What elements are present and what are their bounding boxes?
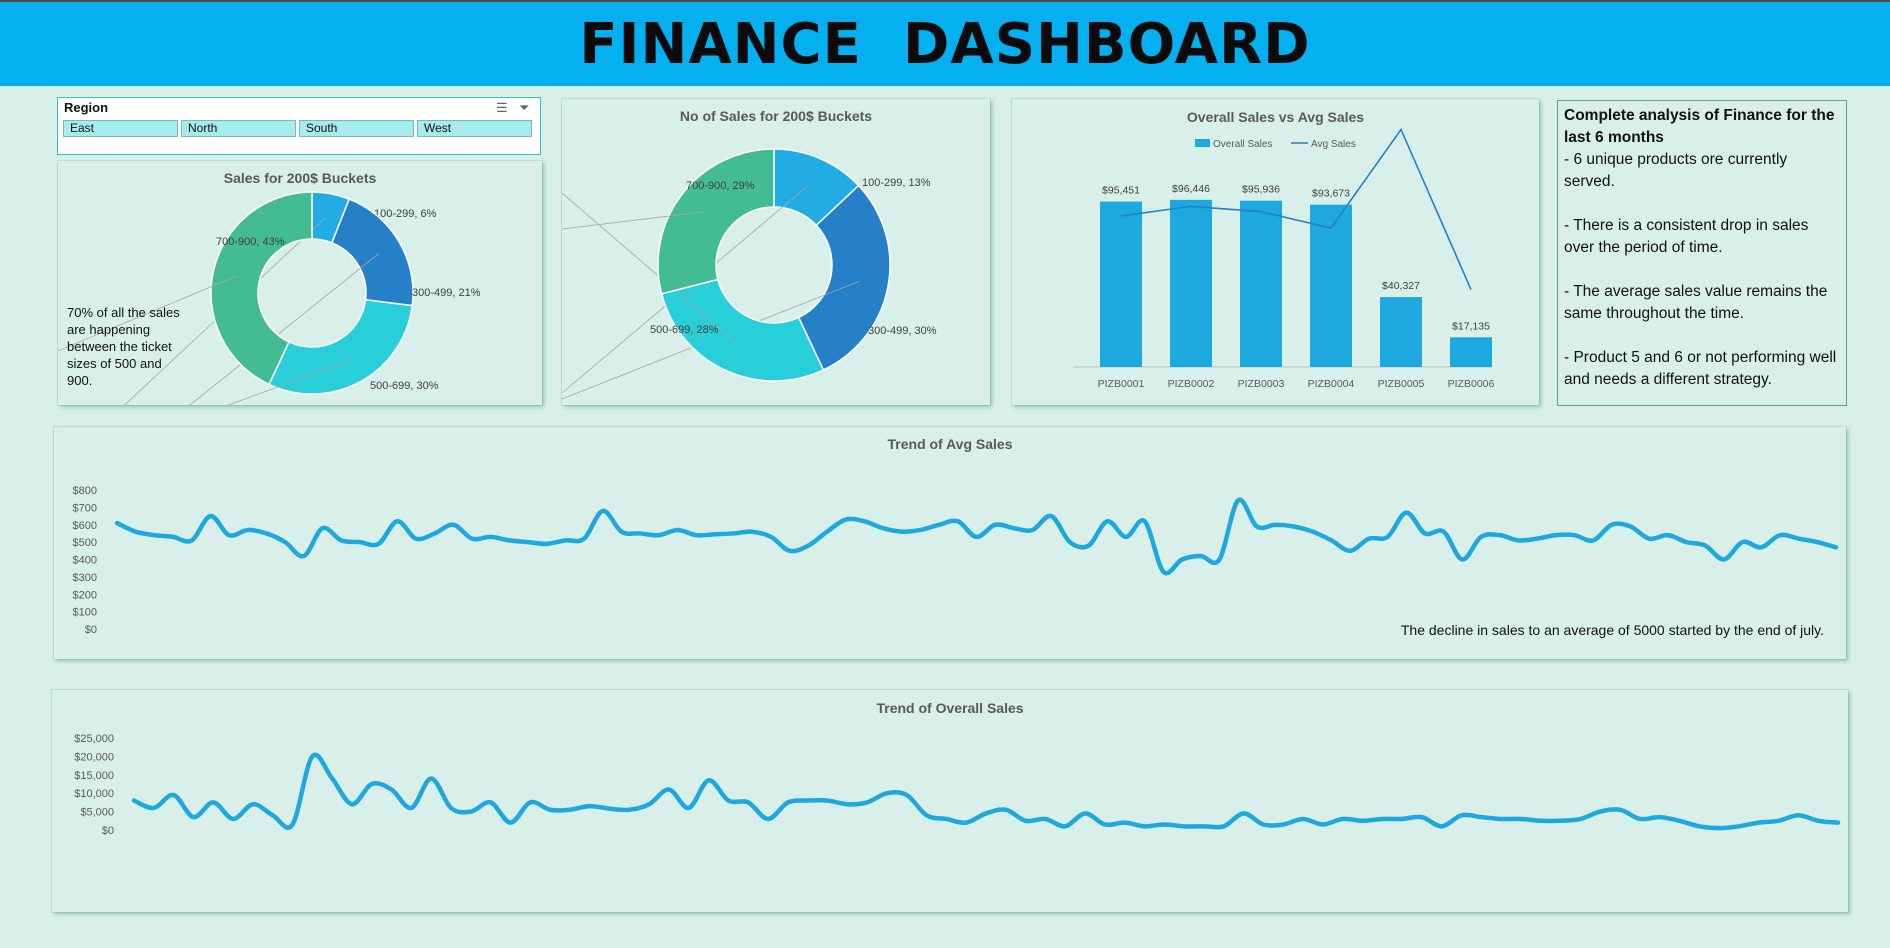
slicer-option-east[interactable]: East: [63, 120, 178, 137]
pie-insight-note: 70% of all the sales are happening betwe…: [67, 305, 180, 388]
bar-PIZB0005: [1380, 297, 1422, 367]
bar-data-label-PIZB0006: $17,135: [1452, 320, 1490, 332]
leader-line-100-299: [123, 216, 327, 405]
leader-line-500-699: [227, 360, 350, 405]
y-tick-label-10000: $10,000: [74, 788, 114, 800]
donut-slice-700-900: [210, 191, 313, 386]
trend-line: [114, 497, 1839, 576]
trend-line: [131, 752, 1841, 831]
y-tick-label-500: $500: [73, 537, 97, 549]
data-label-100-299: 100-299, 13%: [862, 177, 931, 189]
sales-vs-avg-chart: Overall Sales Avg Sales $95,451 PIZB0001 $…: [1073, 127, 1495, 390]
avg-trend-note: The decline in sales to an average of 50…: [1400, 622, 1824, 638]
leader-line-700-900: [562, 211, 706, 230]
y-tick-label-200: $200: [73, 589, 97, 601]
multi-select-icon[interactable]: ☰: [496, 100, 508, 115]
y-tick-label-0: $0: [85, 624, 97, 636]
y-tick-label-400: $400: [73, 555, 97, 567]
leader-line-700-900: [58, 275, 237, 352]
donut-slice-500-699: [660, 278, 825, 382]
leader-line-300-499: [189, 253, 379, 405]
bar-PIZB0004: [1310, 204, 1352, 367]
leader-line-500-699: [562, 192, 738, 345]
slicer-option-north[interactable]: North: [181, 120, 296, 137]
data-label-700-900: 700-900, 43%: [216, 236, 285, 248]
sales-vs-avg-title: Overall Sales vs Avg Sales: [1186, 109, 1365, 125]
slicer-title: Region: [64, 100, 109, 115]
legend-overall-sales: Overall Sales: [1213, 139, 1272, 150]
bar-PIZB0006: [1450, 337, 1492, 367]
sales-buckets-chart: 100-299, 6% 300-499, 21% 500-699, 30% 700-9…: [58, 191, 481, 405]
analysis-point-3: - The average sales value remains the sa…: [1564, 283, 1828, 322]
bar-data-label-PIZB0001: $95,451: [1102, 185, 1140, 197]
sales-buckets-title: Sales for 200$ Buckets: [223, 170, 377, 186]
data-label-100-299: 100-299, 6%: [374, 208, 437, 220]
bar-data-label-PIZB0003: $95,936: [1242, 184, 1280, 196]
slicer-option-west[interactable]: West: [417, 120, 532, 137]
bar-data-label-PIZB0004: $93,673: [1312, 188, 1350, 200]
bar-data-label-PIZB0005: $40,327: [1382, 280, 1420, 292]
sales-vs-avg-panel: Overall Sales vs Avg Sales Overall Sales…: [1012, 99, 1539, 405]
y-tick-label-300: $300: [73, 572, 97, 584]
y-tick-label-20000: $20,000: [74, 751, 114, 763]
region-slicer: Region ☰ ⏷ East North South West: [57, 97, 541, 155]
bar-data-label-PIZB0002: $96,446: [1172, 183, 1210, 195]
y-tick-label-15000: $15,000: [74, 770, 114, 782]
analysis-textbox: Complete analysis of Finance for the las…: [1557, 100, 1847, 406]
x-tick-label-PIZB0002: PIZB0002: [1168, 378, 1215, 390]
avg-sales-trend-chart: $0 $100 $200 $300 $400 $500 $600 $700 $800: [73, 485, 1839, 636]
analysis-point-1: - 6 unique products ore currently served…: [1564, 151, 1788, 190]
data-label-300-499: 300-499, 21%: [412, 287, 481, 299]
dashboard-title: FINANCE DASHBOARD: [579, 11, 1311, 77]
slicer-option-south[interactable]: South: [299, 120, 414, 137]
legend-avg-sales: Avg Sales: [1311, 139, 1356, 150]
data-label-500-699: 500-699, 28%: [650, 324, 719, 336]
data-label-500-699: 500-699, 30%: [370, 380, 439, 392]
y-tick-label-100: $100: [73, 607, 97, 619]
x-tick-label-PIZB0005: PIZB0005: [1378, 378, 1425, 390]
overall-sales-trend-chart: $0 $5,000 $10,000 $15,000 $20,000 $25,000: [74, 733, 1841, 837]
analysis-title: Complete analysis of Finance for the las…: [1564, 107, 1835, 146]
bar-PIZB0001: [1100, 201, 1142, 367]
dashboard-header: FINANCE DASHBOARD: [0, 2, 1890, 86]
legend-overall-sales-swatch: [1195, 139, 1210, 147]
data-label-700-900: 700-900, 29%: [686, 180, 755, 192]
avg-sales-trend-panel: Trend of Avg Sales $0 $100 $200 $300 $400 $50…: [54, 427, 1846, 659]
x-tick-label-PIZB0006: PIZB0006: [1448, 378, 1495, 390]
avg-sales-trend-title: Trend of Avg Sales: [887, 436, 1013, 452]
count-buckets-chart: 100-299, 13% 300-499, 30% 500-699, 28% 700-…: [562, 148, 937, 400]
analysis-point-4: - Product 5 and 6 or not performing well…: [1564, 349, 1837, 388]
y-tick-label-25000: $25,000: [74, 733, 114, 745]
top-border: [0, 0, 1890, 2]
clear-filter-icon[interactable]: ⏷: [519, 100, 530, 115]
bar-PIZB0002: [1170, 199, 1212, 367]
x-tick-label-PIZB0001: PIZB0001: [1098, 378, 1145, 390]
avg-sales-line: [1120, 127, 1472, 290]
y-tick-label-800: $800: [73, 485, 97, 497]
overall-sales-trend-title: Trend of Overall Sales: [876, 700, 1024, 716]
bar-PIZB0003: [1240, 200, 1282, 367]
analysis-point-2: - There is a consistent drop in sales ov…: [1564, 217, 1809, 256]
data-label-300-499: 300-499, 30%: [868, 325, 937, 337]
donut-slice-300-499: [797, 184, 891, 371]
y-tick-label-5000: $5,000: [80, 807, 114, 819]
y-tick-label-700: $700: [73, 502, 97, 514]
x-tick-label-PIZB0004: PIZB0004: [1308, 378, 1355, 390]
count-buckets-title: No of Sales for 200$ Buckets: [679, 108, 873, 124]
sales-buckets-panel: Sales for 200$ Buckets 100-299, 6% 300-49…: [58, 161, 542, 405]
y-tick-label-600: $600: [73, 520, 97, 532]
count-buckets-panel: No of Sales for 200$ Buckets 100-299, 13…: [562, 99, 990, 405]
donut-slice-700-900: [657, 148, 775, 295]
overall-sales-trend-panel: Trend of Overall Sales $0 $5,000 $10,000 $1…: [52, 690, 1848, 912]
x-tick-label-PIZB0003: PIZB0003: [1238, 378, 1285, 390]
y-tick-label-0: $0: [102, 825, 114, 837]
